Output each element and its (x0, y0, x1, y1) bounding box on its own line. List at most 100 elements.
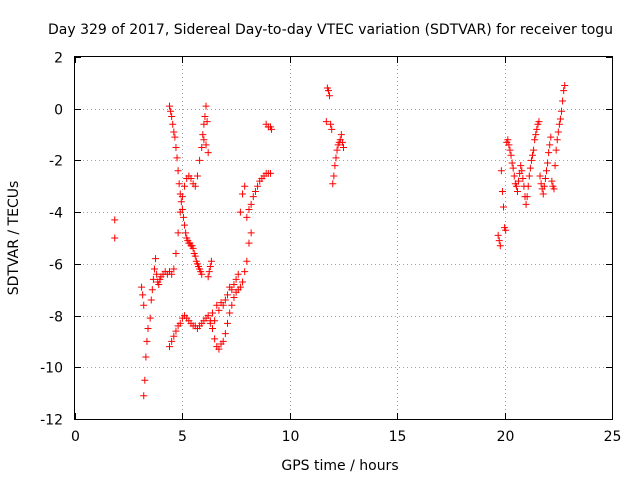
y-axis-label: SDTVAR / TECUs (6, 181, 22, 296)
data-point (176, 319, 184, 327)
series-high-descent (166, 102, 215, 281)
data-point (512, 182, 520, 190)
data-point (213, 301, 221, 309)
data-point (504, 136, 512, 144)
data-point (171, 133, 179, 141)
data-point (249, 193, 257, 201)
data-point (328, 125, 336, 133)
data-point (140, 301, 148, 309)
data-point (542, 167, 550, 175)
data-point (181, 221, 189, 229)
data-point (239, 190, 247, 198)
data-point (322, 118, 330, 126)
data-point (215, 345, 223, 353)
data-point (179, 213, 187, 221)
data-point (200, 136, 208, 144)
data-point (204, 149, 212, 157)
data-point (337, 131, 345, 139)
data-point (173, 154, 181, 162)
data-point (174, 167, 182, 175)
data-point (547, 133, 555, 141)
data-point (324, 87, 332, 95)
data-point (196, 156, 204, 164)
data-point (524, 182, 532, 190)
series-low-descent (138, 136, 274, 400)
grid-layer (75, 57, 612, 419)
data-point (208, 309, 216, 317)
data-point (172, 327, 180, 335)
data-point (326, 92, 334, 100)
chart-title: Day 329 of 2017, Sidereal Day-to-day VTE… (48, 22, 613, 38)
data-point (181, 182, 189, 190)
data-point (332, 154, 340, 162)
data-point (522, 200, 530, 208)
y-tick-label: -4 (49, 206, 63, 222)
data-point (208, 325, 216, 332)
data-point (149, 275, 157, 283)
y-tick-label: -8 (49, 310, 63, 326)
data-point (540, 182, 548, 190)
data-point (241, 268, 249, 276)
tick-layer: 0 5 10 15 20 25 -12 -10 -8 -6 -4 -2 0 2 (40, 51, 621, 446)
series-isolated (111, 216, 119, 242)
data-point (556, 115, 564, 123)
data-point (243, 257, 251, 265)
data-point (219, 337, 227, 345)
data-point (495, 237, 503, 245)
point-layer (111, 81, 569, 400)
data-point (198, 144, 206, 151)
data-point (553, 136, 561, 144)
data-point (170, 332, 178, 340)
data-point (182, 229, 190, 237)
data-point (166, 343, 174, 351)
x-tick-label: 10 (282, 429, 300, 445)
data-point (530, 146, 538, 154)
data-point (254, 182, 262, 190)
data-point (546, 141, 554, 149)
data-point (150, 265, 158, 273)
data-point (519, 175, 527, 183)
data-point (333, 146, 341, 154)
data-point (140, 392, 148, 400)
y-tick-label: 0 (54, 103, 63, 119)
series-late-cluster (494, 81, 569, 250)
data-point (202, 141, 210, 149)
data-point (558, 107, 566, 115)
data-point (517, 162, 525, 170)
y-tick-label: -10 (40, 361, 63, 377)
data-point (174, 229, 182, 237)
x-tick-label: 15 (389, 429, 407, 445)
data-point (505, 141, 513, 149)
data-point (146, 314, 154, 322)
data-point (327, 120, 335, 128)
data-point (539, 190, 547, 198)
data-point (239, 278, 247, 286)
data-point (555, 120, 563, 128)
data-point (507, 151, 515, 159)
data-point (147, 296, 155, 304)
data-point (207, 257, 215, 265)
data-point (266, 169, 274, 177)
data-point (554, 128, 562, 136)
data-point (532, 131, 540, 139)
data-point (500, 203, 508, 211)
data-point (535, 118, 543, 126)
data-point (533, 125, 541, 133)
data-point (268, 125, 276, 133)
data-point (559, 97, 567, 105)
data-point (527, 156, 535, 164)
data-point (228, 301, 236, 309)
data-point (496, 242, 504, 250)
data-point (545, 149, 553, 157)
data-point (251, 187, 259, 195)
data-point (338, 138, 346, 146)
data-point (531, 136, 539, 144)
data-point (340, 144, 347, 151)
data-point (498, 187, 506, 195)
data-point (331, 162, 339, 170)
data-point (551, 162, 559, 170)
data-point (172, 144, 180, 151)
data-point (172, 250, 180, 258)
x-tick-label: 0 (71, 429, 80, 445)
data-point (153, 270, 161, 278)
